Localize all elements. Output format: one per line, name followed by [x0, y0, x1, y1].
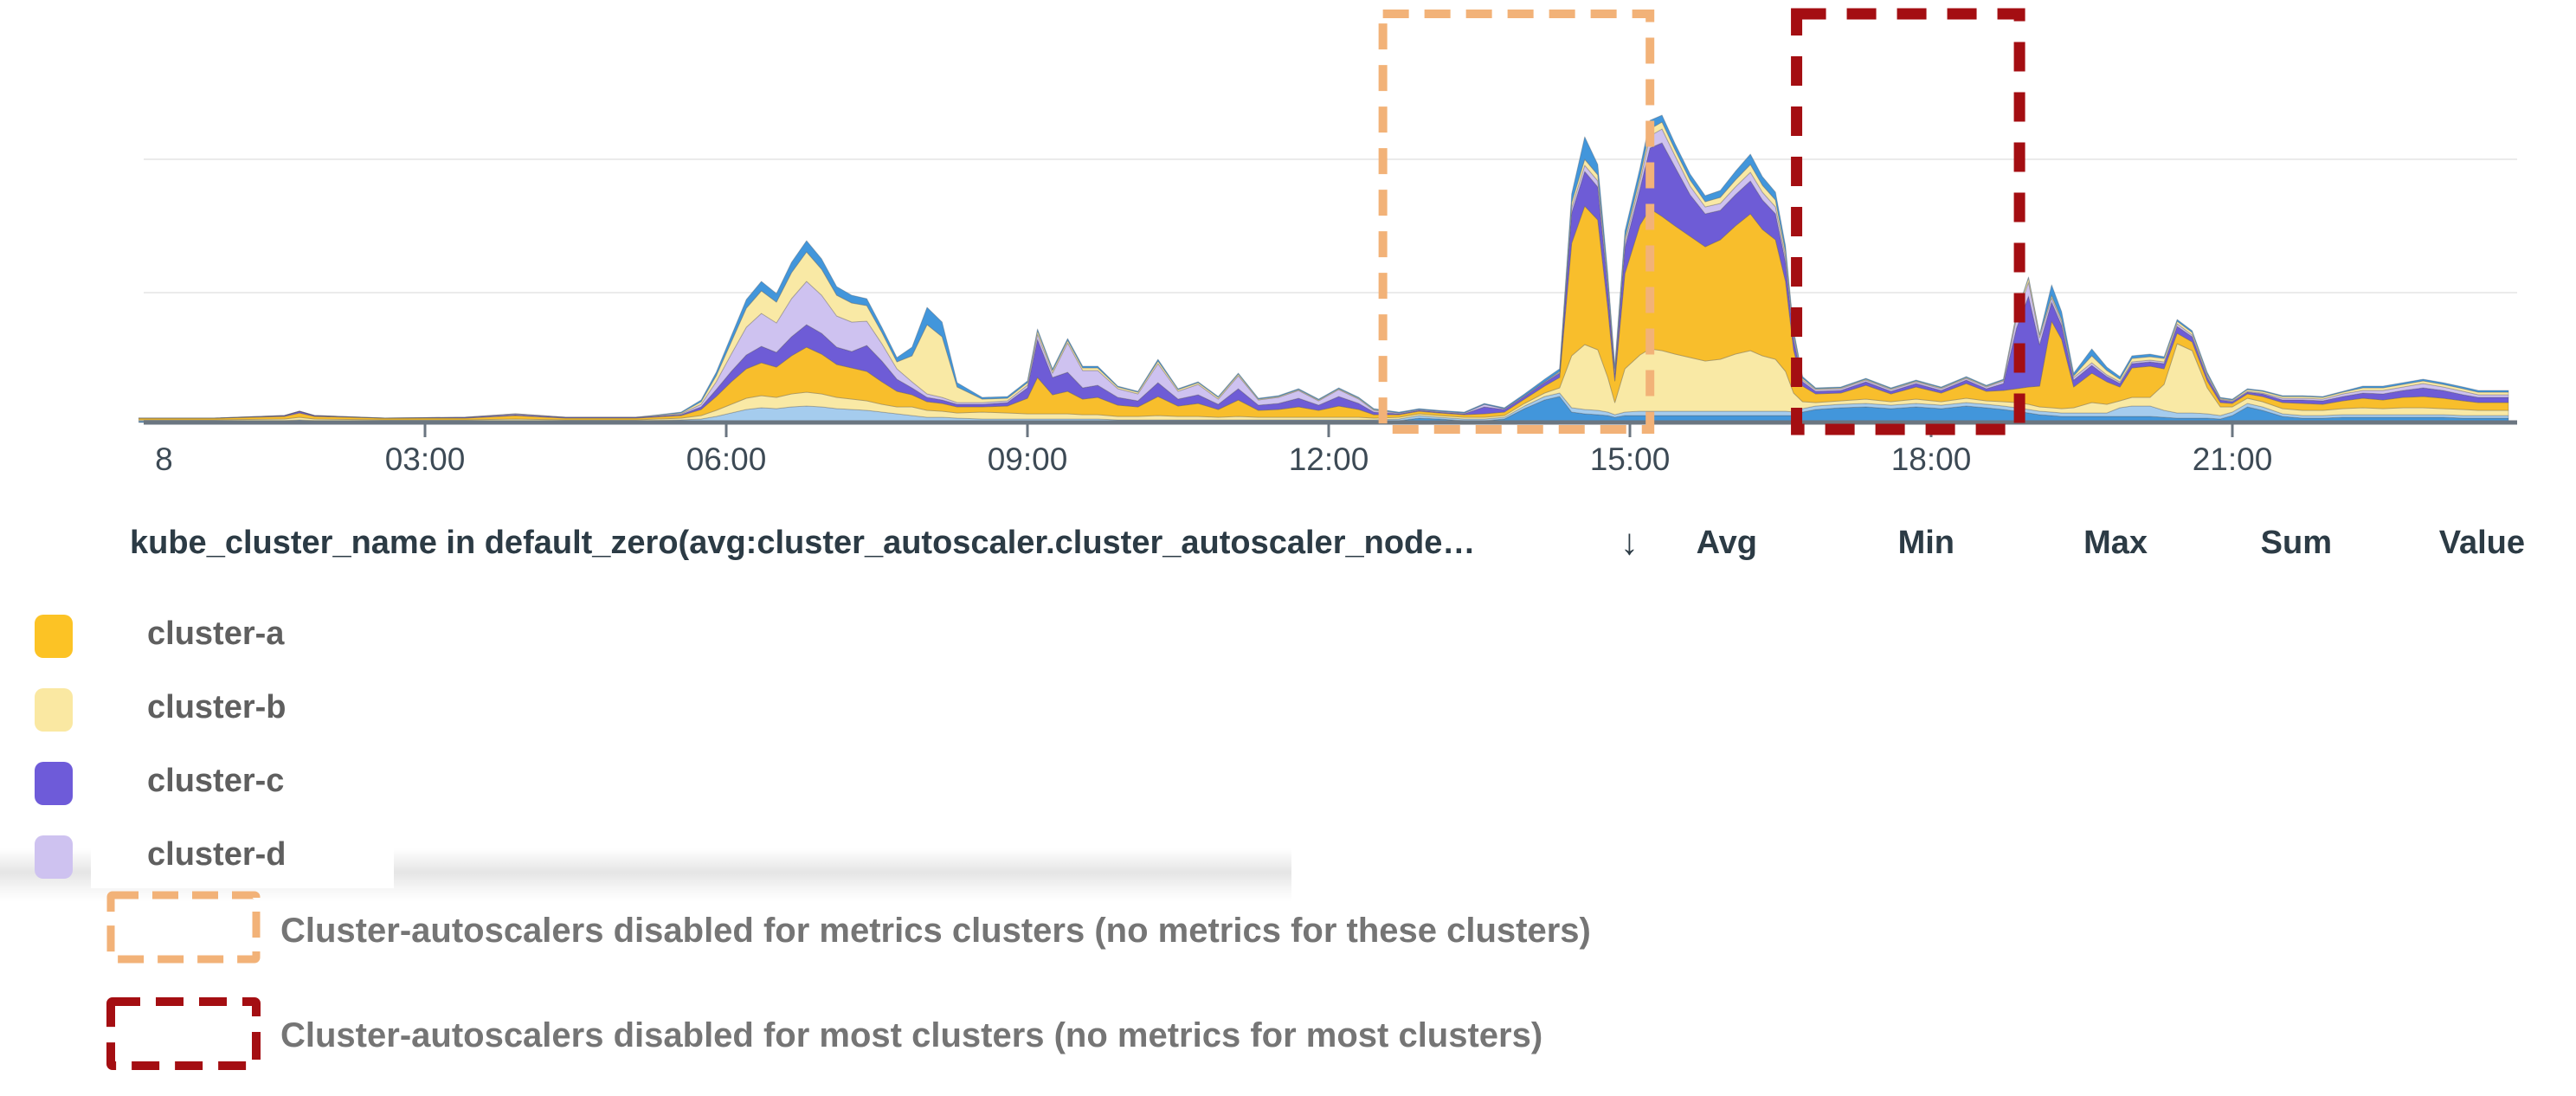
- area-series-cluster-c: [138, 142, 2509, 419]
- area-series-cluster-b: [138, 121, 2509, 419]
- x-axis-tick-label: 18:00: [1891, 442, 1972, 477]
- column-header-sum[interactable]: Sum: [2260, 525, 2332, 561]
- legend-swatch-cluster-b[interactable]: [35, 688, 73, 732]
- most-clusters-disabled-window: [1791, 8, 2025, 435]
- x-axis-tick-label: 06:00: [686, 442, 767, 477]
- x-axis-tick-label: 8: [155, 442, 173, 477]
- x-axis-tick-label: 09:00: [988, 442, 1068, 477]
- sort-descending-icon[interactable]: ↓: [1620, 521, 1639, 562]
- timeseries-stacked-area-chart[interactable]: 8 03:00 06:00 09:00 12:00 15:00 18:00 21:00: [0, 0, 2576, 485]
- annotation-dashed-swatch-1: [106, 891, 261, 964]
- metric-query-title: kube_cluster_name in default_zero(avg:cl…: [130, 525, 1476, 561]
- column-header-avg[interactable]: Avg: [1696, 525, 1757, 561]
- legend-swatch-cluster-c[interactable]: [35, 762, 73, 805]
- annotation-text-1: Cluster-autoscalers disabled for metrics…: [280, 912, 1591, 950]
- legend-label-cluster-d[interactable]: cluster-d: [147, 836, 287, 873]
- legend-swatch-cluster-d[interactable]: [35, 835, 73, 879]
- legend-row-highlight-chip: [91, 812, 394, 888]
- x-axis-tick-label: 12:00: [1289, 442, 1369, 477]
- annotation-dashed-swatch-2: [106, 997, 261, 1070]
- metrics-clusters-disabled-window: [1378, 10, 1655, 434]
- legend-swatch-cluster-a[interactable]: [35, 615, 73, 658]
- area-series-cluster-d: [138, 128, 2509, 419]
- legend-label-cluster-b[interactable]: cluster-b: [147, 689, 287, 725]
- column-header-max[interactable]: Max: [2083, 525, 2148, 561]
- x-axis-tick-label: 03:00: [385, 442, 466, 477]
- area-series-cluster-a: [138, 205, 2509, 421]
- x-axis-tick-label: 15:00: [1590, 442, 1671, 477]
- column-header-min[interactable]: Min: [1897, 525, 1955, 561]
- annotation-text-2: Cluster-autoscalers disabled for most cl…: [280, 1016, 1543, 1054]
- area-series-blue_top: [138, 114, 2509, 419]
- chart-canvas[interactable]: 8 03:00 06:00 09:00 12:00 15:00 18:00 21:00: [0, 0, 2576, 485]
- column-header-value[interactable]: Value: [2438, 525, 2525, 561]
- legend-label-cluster-a[interactable]: cluster-a: [147, 616, 285, 652]
- legend-label-cluster-c[interactable]: cluster-c: [147, 763, 285, 799]
- x-axis-tick-label: 21:00: [2193, 442, 2273, 477]
